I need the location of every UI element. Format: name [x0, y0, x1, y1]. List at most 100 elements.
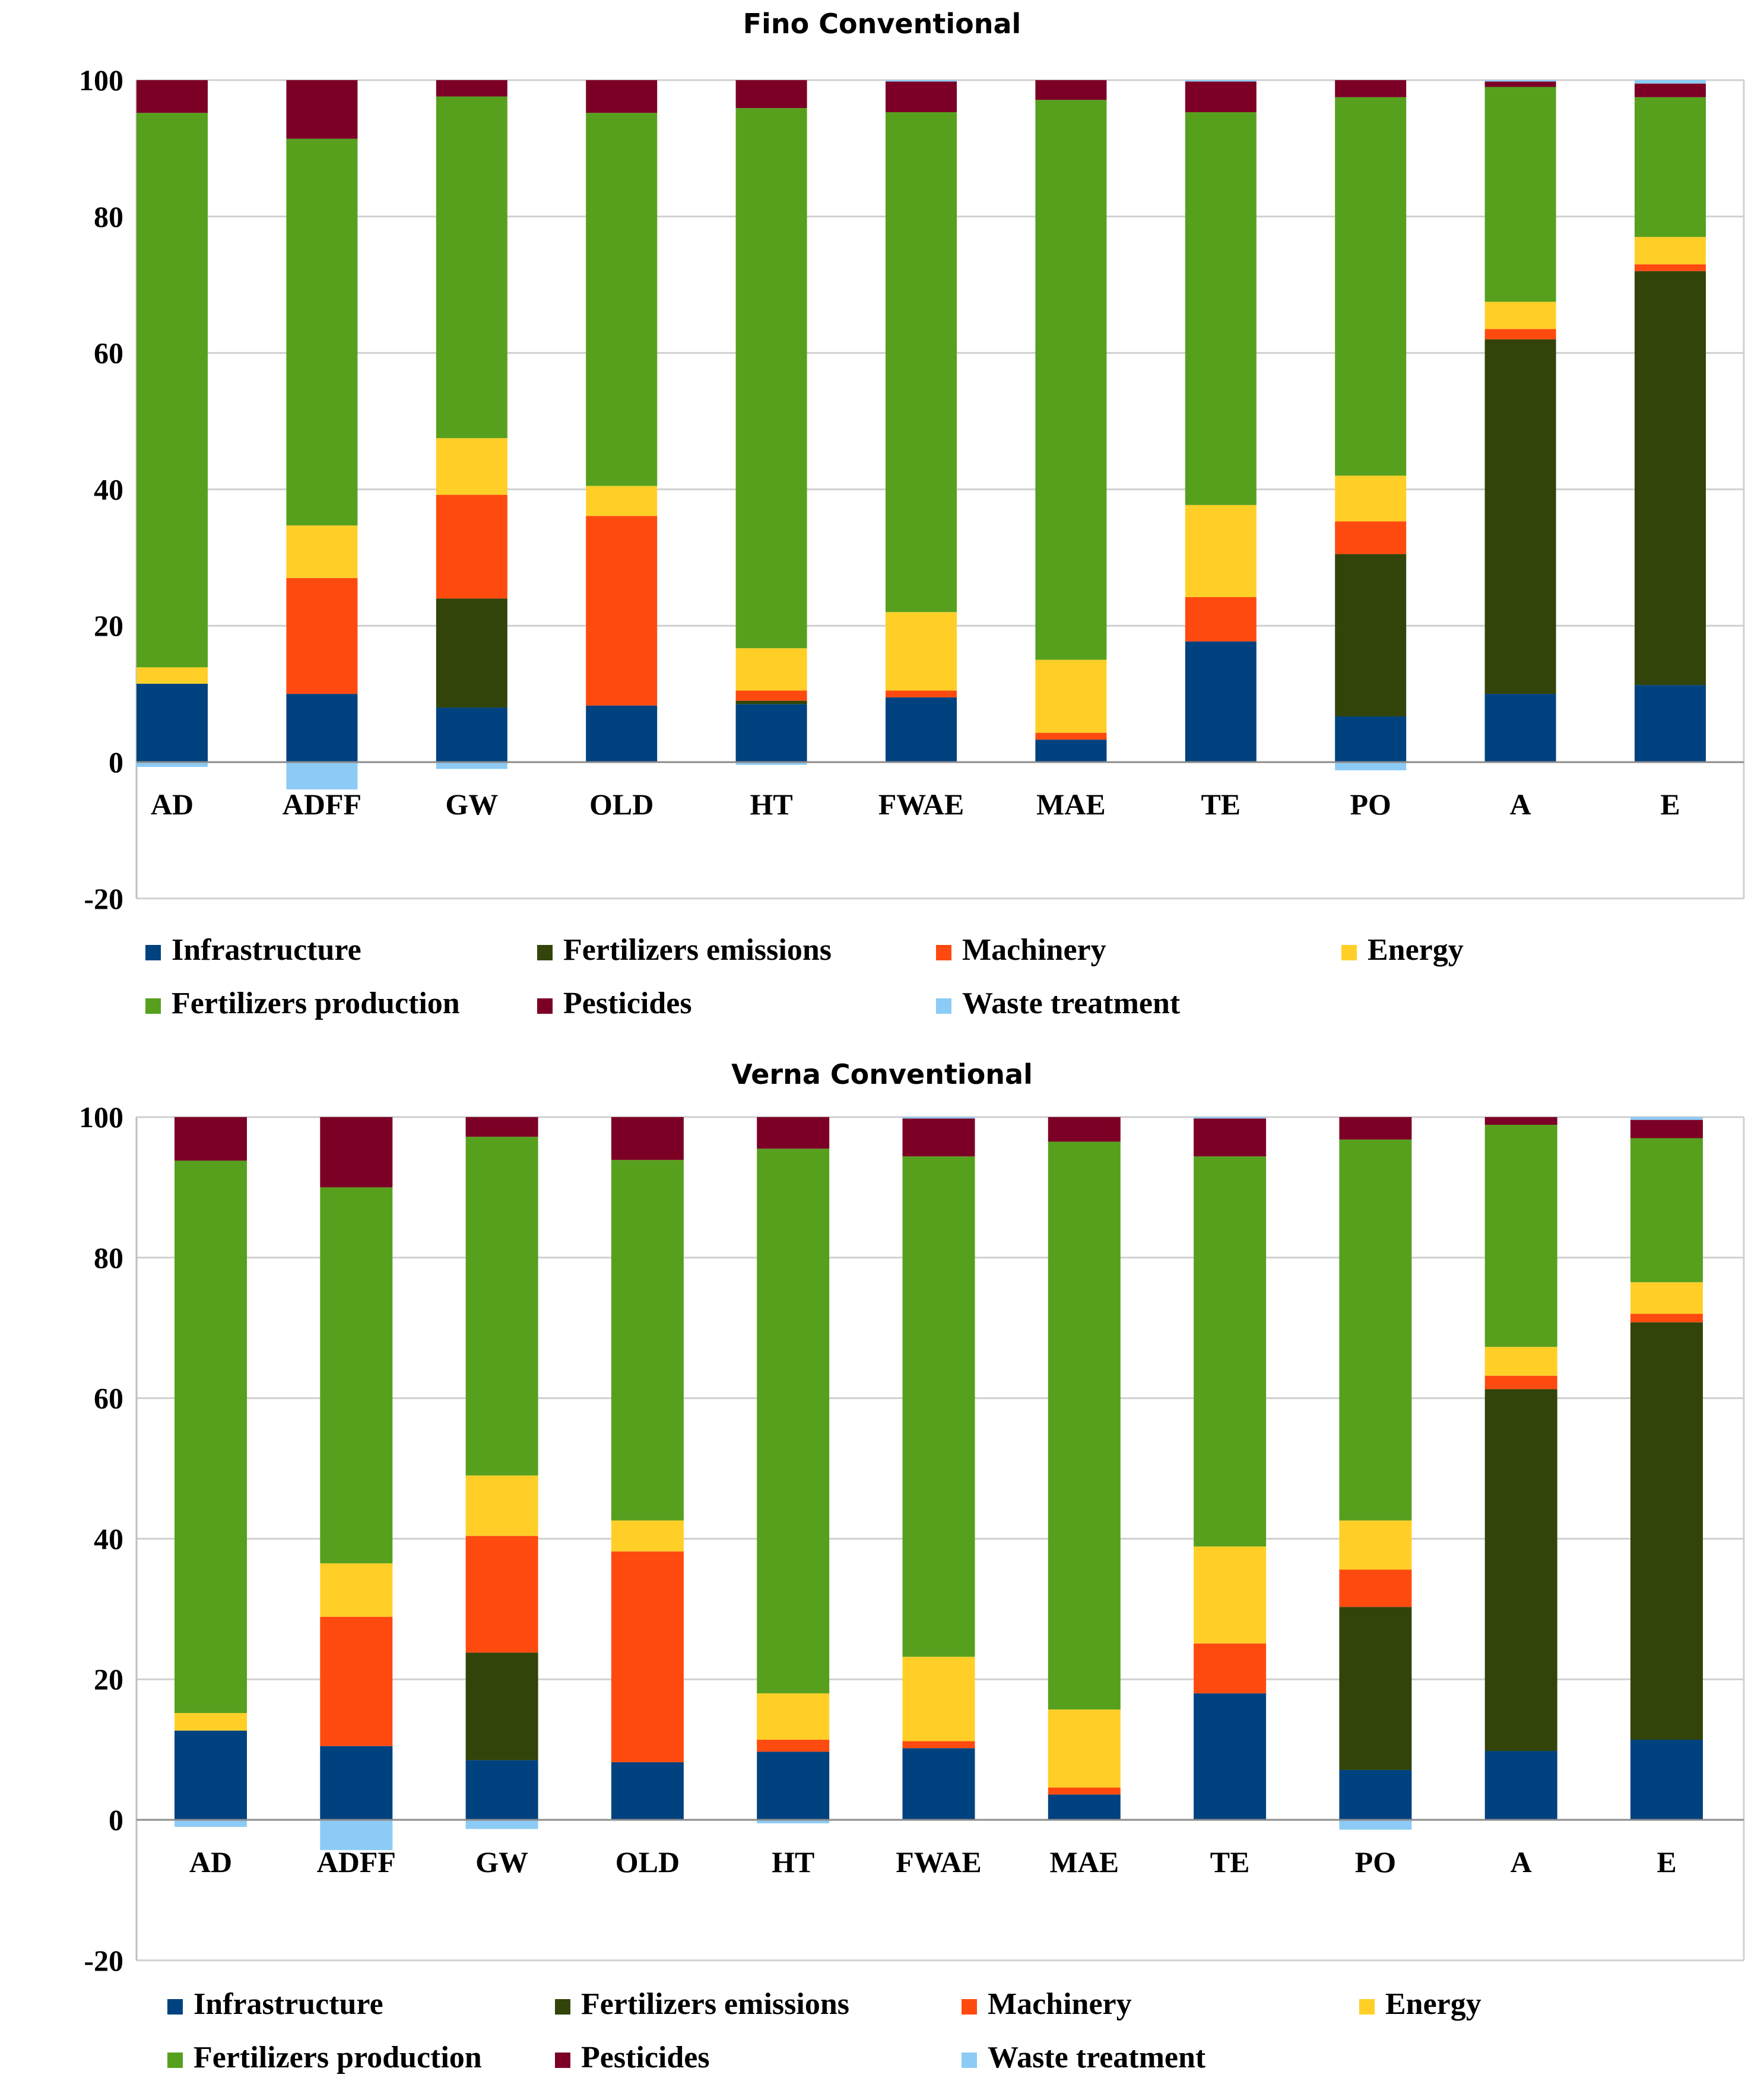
- bar-segment-fertilizers-production-mae: [1035, 100, 1107, 660]
- bar-segment-infrastructure-a: [1484, 1750, 1557, 1820]
- bar-segment-fertilizers-production-e: [1635, 97, 1706, 237]
- y-tick-label: 40: [94, 1522, 123, 1555]
- bar-segment-energy-te: [1185, 505, 1257, 597]
- bar-segment-infrastructure-gw: [465, 1760, 538, 1820]
- y-tick-label: 20: [94, 609, 123, 642]
- legend-label-fertilizers-emissions: Fertilizers emissions: [581, 1987, 849, 2021]
- x-tick-label: A: [1511, 1845, 1532, 1879]
- bar-segment-machinery-po: [1339, 1569, 1412, 1607]
- legend-label-fertilizers-emissions: Fertilizers emissions: [563, 933, 832, 967]
- x-tick-label: FWAE: [896, 1845, 981, 1879]
- bar-segment-energy-old: [611, 1520, 684, 1552]
- bar-segment-energy-old: [586, 486, 658, 516]
- bar-segment-energy-gw: [436, 438, 507, 495]
- bar-segment-machinery-gw: [436, 494, 507, 599]
- x-tick-label: ADFF: [317, 1845, 396, 1879]
- bar-segment-infrastructure-te: [1185, 641, 1257, 762]
- bar-segment-machinery-old: [611, 1551, 684, 1762]
- bar-segment-infrastructure-te: [1194, 1693, 1267, 1820]
- bar-segment-machinery-mae: [1035, 732, 1107, 740]
- y-tick-label: 60: [94, 1382, 123, 1415]
- bar-segment-waste-treatment-ad: [175, 1820, 247, 1827]
- y-tick-label: 0: [109, 746, 123, 779]
- bar-segment-waste-treatment-ht: [757, 1820, 830, 1823]
- bar-segment-machinery-ht: [735, 690, 807, 701]
- bar-segment-pesticides-gw: [465, 1117, 538, 1137]
- bar-segment-fertilizers-production-ht: [757, 1149, 830, 1693]
- bar-segment-fertilizers-production-te: [1185, 112, 1257, 505]
- x-tick-label: MAE: [1036, 788, 1106, 821]
- x-tick-label: E: [1660, 788, 1680, 821]
- y-tick-label: -20: [84, 1944, 123, 1977]
- x-tick-label: MAE: [1049, 1845, 1119, 1879]
- bar-segment-energy-po: [1339, 1520, 1412, 1570]
- bar-segment-infrastructure-adff: [320, 1746, 393, 1820]
- bar-segment-infrastructure-a: [1484, 694, 1556, 762]
- bar-segment-machinery-fwae: [886, 690, 957, 697]
- bar-segment-fertilizers-production-gw: [436, 96, 507, 439]
- chart-panel-1: Fino Conventional 100 80 60 40 20 0 -20 AD ADFF GW…: [79, 8, 1745, 1020]
- y-tick-label: 100: [79, 1100, 123, 1134]
- bar-segment-infrastructure-ad: [175, 1730, 247, 1820]
- bar-segment-fertilizers-production-te: [1194, 1156, 1267, 1547]
- legend-label-machinery: Machinery: [962, 933, 1106, 967]
- bar-segment-machinery-old: [586, 516, 658, 706]
- bar-segment-waste-treatment-gw: [465, 1820, 538, 1829]
- bar-segment-machinery-te: [1194, 1643, 1267, 1693]
- legend-label-pesticides: Pesticides: [581, 2041, 710, 2074]
- bar-segment-pesticides-adff: [286, 80, 358, 139]
- bar-segment-machinery-adff: [320, 1616, 393, 1746]
- legend-swatch-waste-treatment: [962, 2053, 977, 2068]
- legend-swatch-pesticides: [555, 2053, 570, 2068]
- bar-segment-machinery-adff: [286, 578, 358, 694]
- legend-swatch-fertilizers-emissions: [555, 1999, 570, 2015]
- bar-segment-waste-treatment-adff: [320, 1820, 393, 1850]
- bar-segment-infrastructure-mae: [1035, 740, 1107, 762]
- y-tick-label: 60: [94, 337, 123, 370]
- bar-segment-pesticides-mae: [1048, 1117, 1121, 1142]
- legend-label-energy: Energy: [1385, 1987, 1481, 2021]
- bar-segment-energy-te: [1194, 1546, 1267, 1644]
- x-tick-label: GW: [475, 1845, 528, 1879]
- bar-segment-pesticides-ad: [137, 80, 208, 113]
- x-tick-label: AD: [151, 788, 193, 821]
- bar-segment-pesticides-ht: [757, 1117, 830, 1149]
- bar-segment-pesticides-te: [1194, 1118, 1267, 1157]
- legend-swatch-energy: [1341, 945, 1357, 960]
- x-tick-label: OLD: [616, 1845, 680, 1879]
- bar-segment-energy-mae: [1048, 1709, 1121, 1788]
- bar-segment-infrastructure-fwae: [886, 697, 957, 762]
- legend-label-machinery: Machinery: [988, 1987, 1132, 2021]
- bar-segment-machinery-ht: [757, 1740, 830, 1752]
- bar-segment-fertilizers-production-ad: [175, 1160, 247, 1714]
- legend-label-infrastructure: Infrastructure: [172, 933, 361, 967]
- bar-segment-fertilizers-production-a: [1484, 87, 1556, 302]
- bar-segment-infrastructure-gw: [436, 708, 507, 762]
- bar-segment-waste-treatment-fwae: [902, 1117, 975, 1119]
- bar-segment-pesticides-gw: [436, 80, 507, 97]
- bar-segment-fertilizers-production-adff: [286, 138, 358, 526]
- bar-segment-fertilizers-production-po: [1335, 97, 1407, 476]
- legend-swatch-fertilizers-production: [145, 998, 161, 1014]
- bar-segment-energy-mae: [1035, 659, 1107, 733]
- bar-segment-infrastructure-ht: [735, 704, 807, 762]
- legend-swatch-infrastructure: [167, 1999, 183, 2015]
- bar-segment-pesticides-ad: [175, 1117, 247, 1161]
- bar-segment-fertilizers-production-old: [586, 113, 658, 486]
- bar-segment-energy-a: [1484, 1347, 1557, 1376]
- bar-segment-machinery-te: [1185, 597, 1257, 642]
- bar-segment-fertilizers-emissions-gw: [436, 598, 507, 708]
- bar-segment-infrastructure-ht: [757, 1752, 830, 1820]
- bar-segment-pesticides-ht: [735, 80, 807, 109]
- y-tick-label: 100: [79, 64, 123, 97]
- bar-segment-waste-treatment-po: [1339, 1820, 1412, 1830]
- bar-segment-pesticides-mae: [1035, 80, 1107, 100]
- bar-segment-infrastructure-old: [586, 705, 658, 762]
- bar-segment-fertilizers-emissions-gw: [465, 1652, 538, 1760]
- legend-swatch-machinery: [936, 945, 951, 960]
- legend-swatch-waste-treatment: [936, 998, 951, 1014]
- bar-segment-infrastructure-ad: [137, 683, 208, 762]
- bar-segment-energy-po: [1335, 475, 1407, 522]
- x-tick-label: PO: [1355, 1845, 1396, 1879]
